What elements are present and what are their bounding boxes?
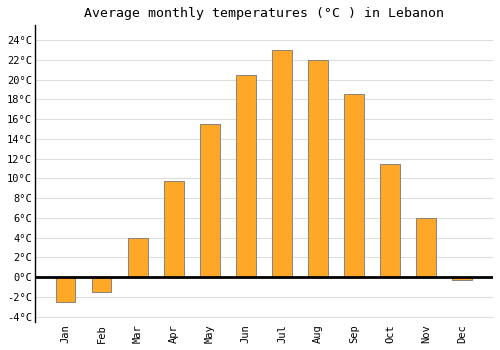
- Title: Average monthly temperatures (°C ) in Lebanon: Average monthly temperatures (°C ) in Le…: [84, 7, 444, 20]
- Bar: [56, 277, 76, 302]
- Bar: [128, 238, 148, 277]
- Bar: [164, 181, 184, 277]
- Bar: [236, 75, 256, 277]
- Bar: [344, 94, 364, 277]
- Bar: [200, 124, 220, 277]
- Bar: [380, 163, 400, 277]
- Bar: [308, 60, 328, 277]
- Bar: [416, 218, 436, 277]
- Bar: [452, 277, 472, 280]
- Bar: [92, 277, 112, 292]
- Bar: [272, 50, 292, 277]
